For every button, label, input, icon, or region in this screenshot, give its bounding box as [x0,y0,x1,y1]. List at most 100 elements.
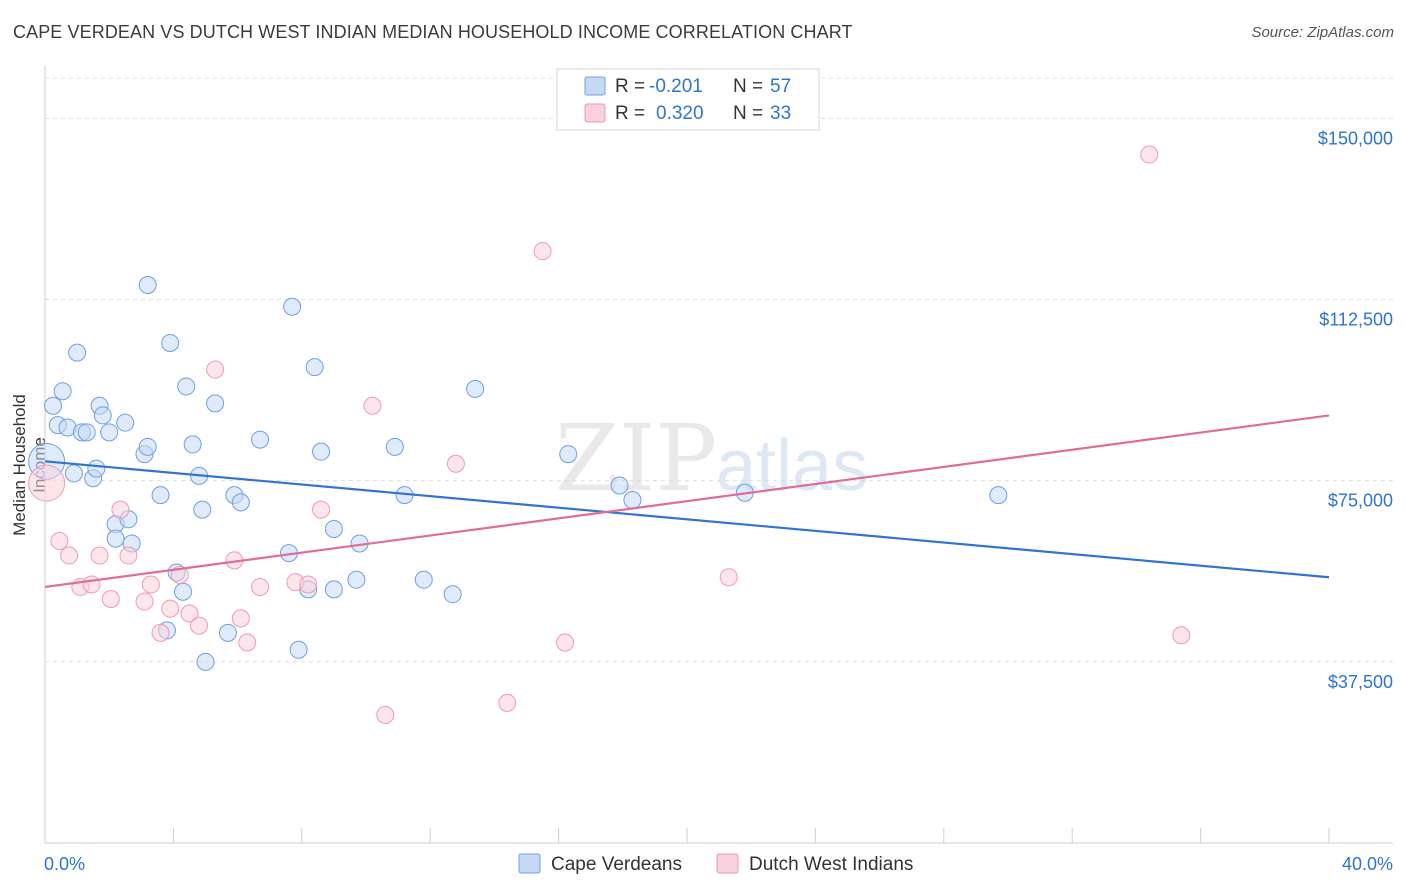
cape-verdean-point-53 [610,476,629,495]
cape-verdean-point-49 [414,570,433,589]
cape-verdean-point-16 [116,413,135,432]
x-tick-label-0: 0.0% [44,854,85,874]
dutch-west-indian-point-20 [251,577,270,596]
y-tick-labels: $37,500 $75,000 $112,500 $150,000 [1318,128,1393,692]
x-tick-label-1: 40.0% [1342,854,1393,874]
data-points [28,145,1191,724]
cape-verdean-point-52 [559,445,578,464]
cape-verdean-point-36 [251,430,270,449]
dutch-west-indian-trend-line [44,414,1330,589]
dutch-west-indian-point-30 [719,568,738,587]
legend-bottom-swatch-cape-verdeans [518,853,541,874]
legend-bottom-label-dutch-west-indians: Dutch West Indians [749,854,913,875]
cape-verdean-trend-line [44,460,1330,579]
dutch-west-indian-point-13 [170,565,189,584]
cape-verdean-point-13 [100,423,119,442]
dutch-west-indian-point-9 [135,592,154,611]
dutch-west-indian-point-5 [90,546,109,565]
cape-verdean-point-20 [138,437,157,456]
cape-verdean-point-21 [138,275,157,294]
legend-r-value-2: 0.320 [656,103,704,124]
cape-verdean-point-3 [53,382,72,401]
legend-bottom-label-cape-verdeans: Cape Verdeans [551,854,682,875]
cape-verdean-point-51 [466,379,485,398]
dutch-west-indian-point-23 [312,500,331,519]
cape-verdean-point-35 [231,493,250,512]
cape-verdean-point-28 [183,435,202,454]
cape-verdean-point-31 [196,652,215,671]
dutch-west-indian-point-6 [101,590,120,609]
y-tick-label-3: $150,000 [1318,128,1393,148]
legend-box: R = -0.201 N = 57 R = 0.320 N = 33 [556,68,820,131]
dutch-west-indian-point-29 [556,633,575,652]
dutch-west-indian-point-27 [498,693,517,712]
grid-lines [45,77,1393,663]
series-legend: Cape Verdeans Dutch West Indians [518,853,913,875]
cape-verdean-point-26 [174,582,193,601]
legend-swatch-dutch-west-indians [584,103,606,123]
x-tick-labels: 0.0% 40.0% [44,854,1393,874]
legend-bottom-swatch-dutch-west-indians [716,853,739,874]
dutch-west-indian-point-8 [119,546,138,565]
cape-verdean-point-1 [44,396,63,415]
legend-r-label-1: R = [615,76,645,97]
dutch-west-indian-point-7 [111,500,130,519]
cape-verdean-point-12 [93,406,112,425]
cape-verdean-point-45 [347,570,366,589]
legend-r-label-2: R = [615,103,645,124]
dutch-west-indian-point-1 [50,532,69,551]
legend-r-value-1: -0.201 [649,76,703,97]
dutch-west-indian-point-32 [1172,626,1191,645]
cape-verdean-point-43 [324,519,343,538]
dutch-west-indian-point-10 [141,575,160,594]
cape-verdean-point-5 [64,464,83,483]
y-tick-label-1: $75,000 [1328,491,1393,511]
legend-n-label-1: N = [733,76,763,97]
dutch-west-indian-point-22 [299,575,318,594]
dutch-west-indian-point-19 [238,633,257,652]
dutch-west-indian-point-0 [28,464,66,502]
dutch-west-indian-point-14 [180,604,199,623]
cape-verdean-point-47 [385,437,404,456]
legend-n-value-1: 57 [770,76,791,97]
chart-title: CAPE VERDEAN VS DUTCH WEST INDIAN MEDIAN… [13,22,853,42]
cape-verdean-point-30 [193,500,212,519]
cape-verdean-point-24 [161,333,180,352]
cape-verdean-point-33 [218,623,237,642]
cape-verdean-point-56 [989,486,1008,505]
watermark: ZIP atlas [555,405,868,512]
cape-verdean-point-39 [289,640,308,659]
dutch-west-indian-point-2 [60,546,79,565]
trend-lines [44,414,1330,589]
y-tick-label-0: $37,500 [1328,672,1393,692]
dutch-west-indian-point-18 [231,609,250,628]
cape-verdean-point-22 [151,486,170,505]
dutch-west-indian-point-12 [161,599,180,618]
legend-swatch-cape-verdeans [584,76,606,96]
cape-verdean-point-15 [106,529,125,548]
cape-verdean-point-54 [623,490,642,509]
dutch-west-indian-point-26 [446,454,465,473]
cape-verdean-point-6 [68,343,87,362]
legend-n-label-2: N = [733,103,763,124]
y-tick-label-2: $112,500 [1319,309,1393,329]
dutch-west-indian-point-24 [363,396,382,415]
legend-n-value-2: 33 [770,103,791,124]
dutch-west-indian-point-4 [82,575,101,594]
dutch-west-indian-point-31 [1140,145,1159,164]
chart-source: Source: ZipAtlas.com [1251,24,1394,41]
dutch-west-indian-point-15 [190,616,209,635]
cape-verdean-point-10 [87,459,106,478]
cape-verdean-point-50 [443,585,462,604]
cape-verdean-point-44 [324,580,343,599]
cape-verdean-point-42 [312,442,331,461]
cape-verdean-point-41 [305,358,324,377]
cape-verdean-point-27 [177,377,196,396]
dutch-west-indian-point-16 [206,360,225,379]
dutch-west-indian-point-25 [376,705,395,724]
cape-verdean-point-8 [77,423,96,442]
cape-verdean-point-32 [206,394,225,413]
dutch-west-indian-point-28 [533,242,552,261]
dutch-west-indian-point-11 [151,623,170,642]
